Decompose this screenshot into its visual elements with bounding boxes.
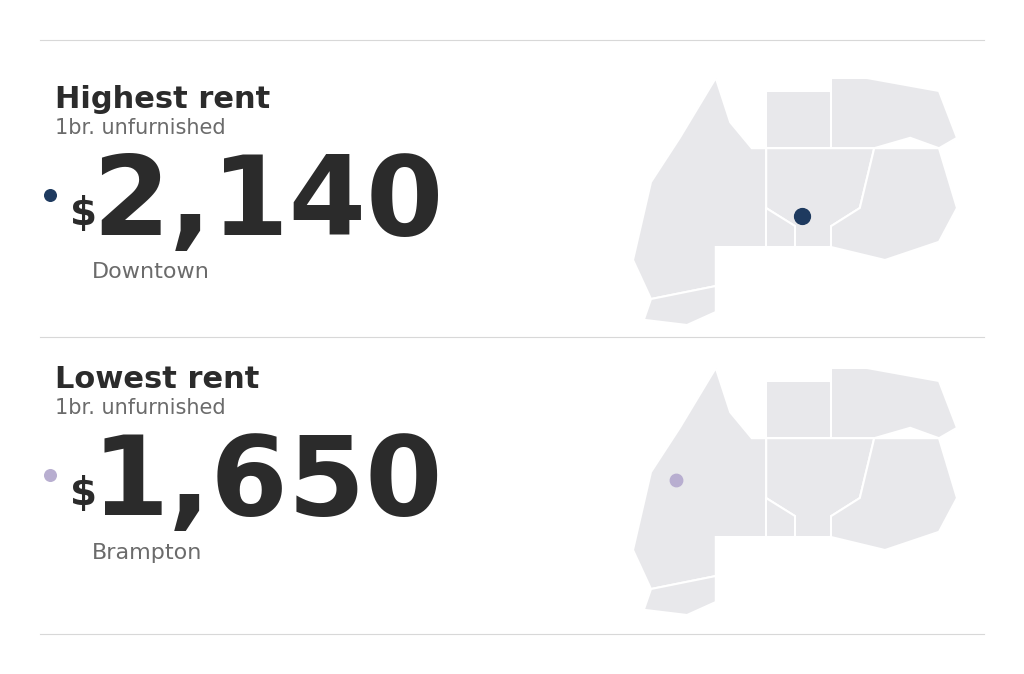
Text: Highest rent: Highest rent	[55, 85, 270, 114]
Polygon shape	[766, 148, 874, 247]
Polygon shape	[831, 438, 957, 550]
Polygon shape	[766, 438, 874, 537]
Text: 2,140: 2,140	[92, 151, 443, 258]
Polygon shape	[644, 576, 716, 615]
Point	[42, 189, 58, 200]
Polygon shape	[766, 381, 831, 438]
Polygon shape	[633, 368, 766, 589]
Polygon shape	[644, 286, 716, 325]
Text: 1br. unfurnished: 1br. unfurnished	[55, 398, 225, 418]
Text: 1br. unfurnished: 1br. unfurnished	[55, 118, 225, 138]
Text: $: $	[70, 475, 97, 513]
Text: Brampton: Brampton	[92, 543, 203, 563]
Polygon shape	[633, 78, 766, 299]
Text: Lowest rent: Lowest rent	[55, 365, 259, 394]
Point	[668, 474, 684, 485]
Text: $: $	[70, 195, 97, 233]
Polygon shape	[831, 78, 957, 148]
Polygon shape	[766, 91, 831, 148]
Text: Downtown: Downtown	[92, 262, 210, 282]
Polygon shape	[831, 148, 957, 260]
Polygon shape	[766, 498, 795, 537]
Polygon shape	[831, 368, 957, 438]
Point	[794, 210, 810, 221]
Polygon shape	[766, 208, 795, 247]
Point	[42, 470, 58, 481]
Text: 1,650: 1,650	[92, 431, 443, 538]
